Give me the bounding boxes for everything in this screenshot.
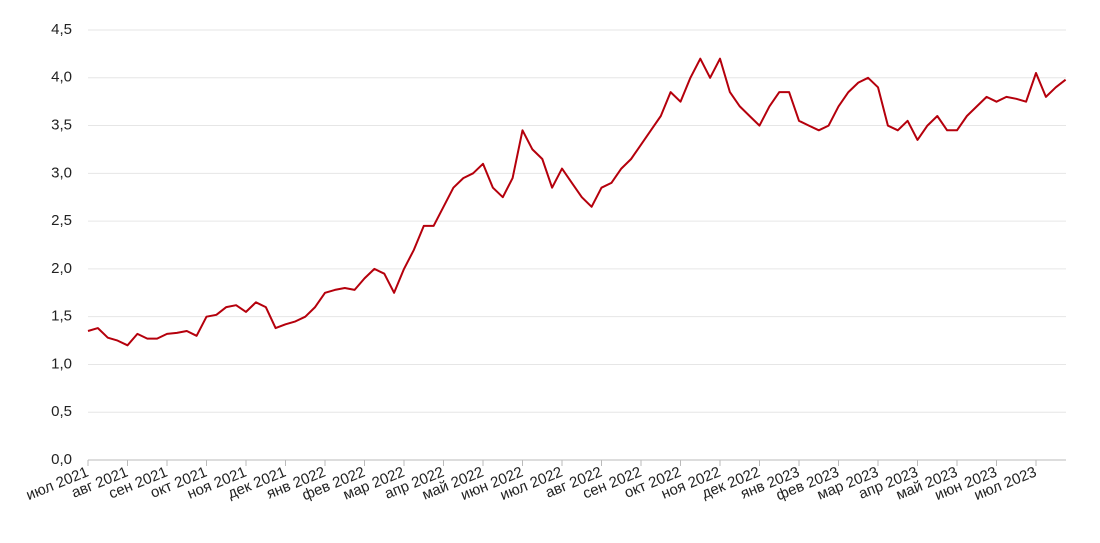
y-tick-label: 2,0 xyxy=(51,260,72,277)
y-tick-label: 4,5 xyxy=(51,21,72,38)
line xyxy=(87,57,1067,347)
y-tick-label: 3,0 xyxy=(51,164,72,181)
y-tick-label: 0,5 xyxy=(51,403,72,420)
y-tick-label: 0,0 xyxy=(51,451,72,468)
y-tick-label: 3,5 xyxy=(51,117,72,134)
y-tick-label: 4,0 xyxy=(51,69,72,86)
y-tick-label: 1,0 xyxy=(51,355,72,372)
y-tick-label: 1,5 xyxy=(51,308,72,325)
y-tick-label: 2,5 xyxy=(51,212,72,229)
